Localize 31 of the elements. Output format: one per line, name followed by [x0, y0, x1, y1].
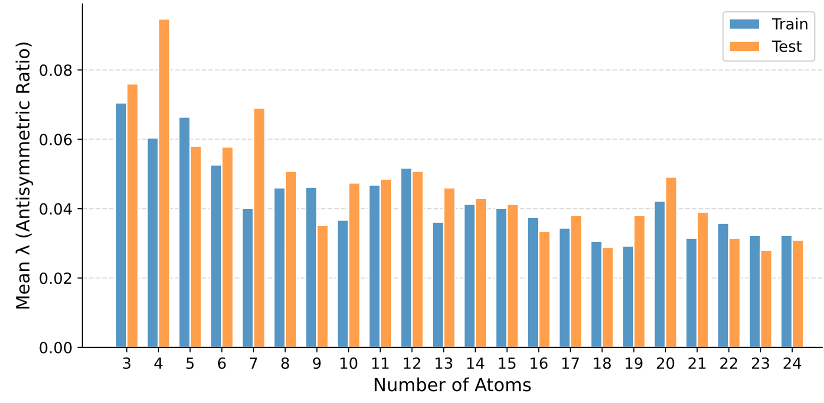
x-tick-label: 3	[123, 357, 130, 369]
x-tick-label: 10	[340, 357, 358, 369]
x-tick-label: 14	[467, 358, 484, 369]
x-tick-label: 20	[656, 357, 674, 369]
x-tick-label: 8	[281, 357, 290, 369]
x-tick-label: 11	[372, 358, 389, 369]
y-tick-label: 0.08	[40, 64, 72, 76]
x-tick-label: 24	[784, 357, 802, 369]
y-axis-title: Mean λ (Antisymmetric Ratio)	[16, 42, 34, 309]
x-tick-label: 7	[250, 358, 258, 369]
x-tick-label: 17	[562, 358, 579, 369]
legend-label: Test	[772, 40, 802, 52]
y-tick-label: 0.04	[40, 203, 72, 215]
x-tick-label: 18	[594, 357, 611, 369]
y-tick-label: 0.02	[40, 272, 72, 284]
x-tick-label: 15	[499, 358, 516, 369]
x-tick-label: 16	[530, 357, 548, 369]
y-tick-label: 0.06	[40, 134, 72, 146]
x-tick-label: 6	[218, 357, 226, 369]
x-tick-label: 19	[626, 357, 642, 369]
x-tick-label: 21	[688, 357, 706, 369]
x-axis-title: Number of Atoms	[374, 377, 531, 392]
x-tick-label: 9	[313, 357, 321, 369]
x-tick-label: 23	[752, 357, 770, 369]
y-tick-label: 0.00	[40, 342, 72, 354]
x-tick-label: 12	[404, 357, 420, 369]
x-tick-label: 13	[436, 357, 452, 369]
x-tick-label: 4	[154, 358, 162, 369]
legend-label: Train	[772, 18, 808, 30]
x-tick-label: 22	[720, 357, 738, 369]
x-tick-label: 5	[186, 358, 194, 369]
